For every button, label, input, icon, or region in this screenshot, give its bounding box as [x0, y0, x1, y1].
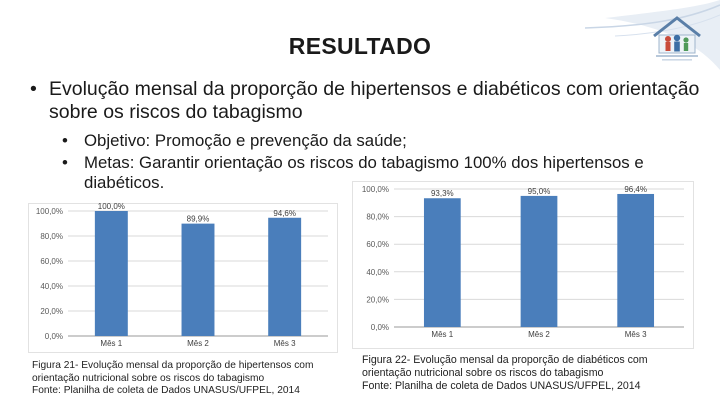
bullet-main: • Evolução mensal da proporção de hipert… — [30, 78, 710, 124]
caption-left-line2: orientação nutricional sobre os riscos d… — [32, 372, 265, 384]
y-tick-label: 0,0% — [45, 332, 63, 341]
y-tick-label: 100,0% — [36, 207, 63, 216]
y-tick-label: 100,0% — [362, 185, 389, 194]
y-tick-label: 20,0% — [40, 307, 63, 316]
caption-right-line2: orientação nutricional sobre os riscos d… — [362, 367, 604, 379]
bar-1 — [94, 211, 128, 336]
caption-left-line1: Figura 21- Evolução mensal da proporção … — [32, 360, 314, 371]
chart-diabeticos: 0,0% 20,0% 40,0% 60,0% 80,0% 100,0% 93,3% Mês 1… — [352, 181, 694, 349]
x-tick-label: Mês 3 — [625, 330, 647, 339]
bar-2 — [181, 223, 215, 336]
bullet-dot: • — [30, 78, 37, 100]
chart-diabeticos-svg: 0,0% 20,0% 40,0% 60,0% 80,0% 100,0% 93,3% Mês 1… — [352, 181, 694, 349]
y-tick-label: 40,0% — [40, 282, 63, 291]
x-tick-label: Mês 3 — [274, 339, 296, 348]
bullet-objective: • Objetivo: Promoção e prevenção da saúd… — [62, 131, 712, 151]
bullet-dot: • — [62, 153, 68, 172]
caption-left-line3: Fonte: Planilha de coleta de Dados UNASU… — [32, 385, 300, 396]
slide-title: RESULTADO — [288, 33, 432, 59]
y-tick-label: 80,0% — [40, 232, 63, 241]
y-tick-label: 80,0% — [366, 213, 389, 222]
data-label: 95,0% — [528, 187, 551, 196]
data-label: 89,9% — [187, 215, 210, 224]
x-tick-label: Mês 1 — [100, 339, 122, 348]
health-family-logo — [653, 16, 701, 61]
bar-1 — [423, 198, 461, 327]
bar-3 — [268, 217, 302, 336]
y-tick-label: 0,0% — [371, 323, 389, 332]
y-tick-label: 60,0% — [366, 240, 389, 249]
bullet-main-text: Evolução mensal da proporção de hiperten… — [49, 78, 700, 123]
x-tick-label: Mês 2 — [187, 339, 209, 348]
caption-right: Figura 22- Evolução mensal da proporção … — [362, 354, 648, 393]
y-tick-label: 40,0% — [366, 268, 389, 277]
caption-left: Figura 21- Evolução mensal da proporção … — [32, 360, 313, 398]
bullet-goals-text: Metas: Garantir orientação os riscos do … — [84, 153, 644, 192]
data-label: 93,3% — [431, 189, 454, 198]
decorative-swoosh — [584, 0, 720, 70]
data-label: 96,4% — [624, 185, 647, 194]
chart-hipertensos-svg: 0,0% 20,0% 40,0% 60,0% 80,0% 100,0% 100,0% Mês … — [28, 203, 338, 353]
x-tick-label: Mês 2 — [528, 330, 550, 339]
data-label: 94,6% — [273, 209, 296, 218]
y-tick-label: 20,0% — [366, 295, 389, 304]
caption-right-line1: Figura 22- Evolução mensal da proporção … — [362, 354, 648, 366]
y-tick-label: 60,0% — [40, 257, 63, 266]
bullet-objective-text: Objetivo: Promoção e prevenção da saúde; — [84, 131, 407, 150]
data-label: 100,0% — [98, 203, 125, 211]
chart-hipertensos: 0,0% 20,0% 40,0% 60,0% 80,0% 100,0% 100,0% Mês … — [28, 203, 338, 353]
bullet-goals: • Metas: Garantir orientação os riscos d… — [62, 153, 712, 193]
bar-2 — [520, 195, 558, 327]
caption-right-line3: Fonte: Planilha de coleta de Dados UNASU… — [362, 380, 641, 392]
x-tick-label: Mês 1 — [431, 330, 453, 339]
bullet-dot: • — [62, 131, 68, 150]
bar-3 — [617, 193, 655, 327]
